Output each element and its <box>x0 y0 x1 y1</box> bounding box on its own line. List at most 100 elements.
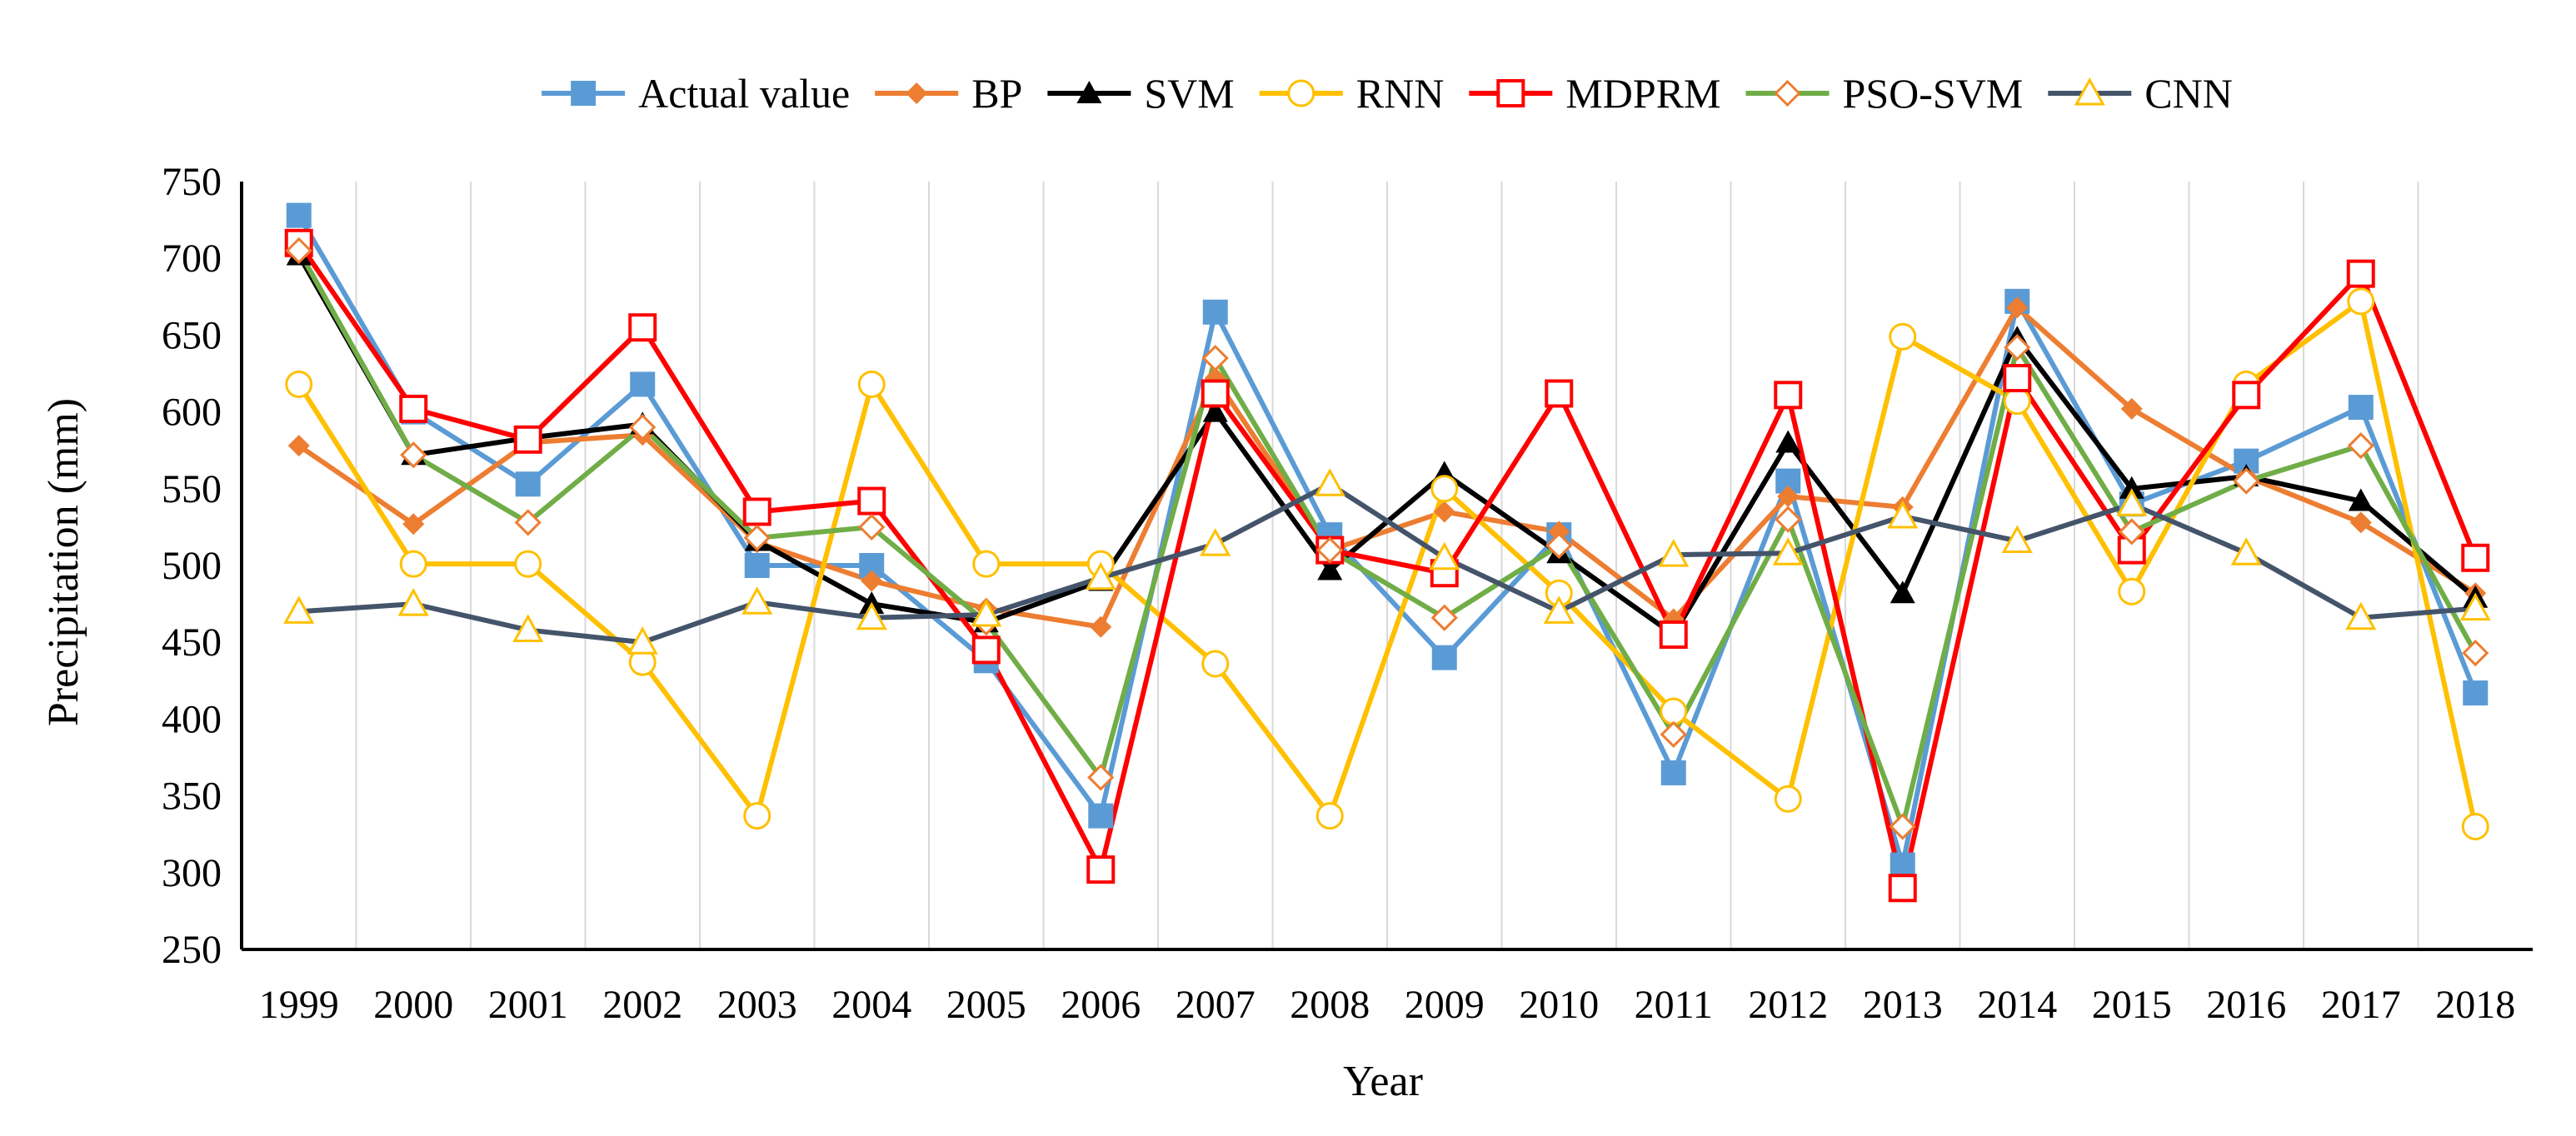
data-point-mdprm <box>399 394 428 423</box>
series-line-bp <box>297 305 2477 630</box>
legend-label-mdprm: MDPRM <box>1565 70 1720 117</box>
data-point-mdprm <box>2461 543 2490 572</box>
y-tick-labels: 250 300 350 400 450 500 550 600 650 700 750 <box>162 160 222 972</box>
y-tick-label: 450 <box>162 620 222 665</box>
y-tick-label: 350 <box>162 775 222 819</box>
data-point-rnn <box>399 550 427 578</box>
data-point-mdprm <box>1774 381 1803 410</box>
legend-marker-cnn <box>2074 77 2105 106</box>
data-point-bp <box>1548 521 1570 543</box>
data-point-actual-value <box>515 471 541 497</box>
data-point-pso-svm <box>2347 432 2374 460</box>
legend-label-rnn: RNN <box>1356 70 1445 117</box>
x-tick-label: 2007 <box>1176 983 1256 1027</box>
data-point-rnn <box>972 550 1001 578</box>
y-tick-label: 750 <box>162 160 222 204</box>
data-point-bp <box>2120 397 2143 420</box>
data-point-rnn <box>2003 387 2031 416</box>
x-tick-label: 2015 <box>2092 983 2172 1027</box>
data-point-mdprm <box>513 425 542 454</box>
data-point-pso-svm <box>2004 334 2031 361</box>
legend-label-cnn: CNN <box>2144 70 2233 117</box>
data-point-cnn <box>1887 500 1919 529</box>
data-point-rnn <box>1430 475 1459 503</box>
data-point-mdprm <box>1086 855 1116 884</box>
data-point-pso-svm <box>285 237 312 265</box>
series-line-pso-svm <box>297 249 2478 830</box>
data-point-cnn <box>1772 537 1804 566</box>
data-point-actual-value <box>1202 299 1228 325</box>
x-tick-label: 2002 <box>602 983 682 1027</box>
data-point-pso-svm <box>400 441 427 469</box>
data-point-cnn <box>741 586 773 615</box>
data-point-rnn <box>1201 650 1230 678</box>
x-tick-label: 1999 <box>259 983 339 1027</box>
legend-label-bp: BP <box>971 70 1022 117</box>
y-tick-label: 550 <box>162 467 222 511</box>
data-point-rnn <box>1774 785 1802 813</box>
data-point-pso-svm <box>2462 639 2489 667</box>
y-tick-label: 600 <box>162 391 222 435</box>
y-axis-title: Precipitation (mm) <box>40 398 87 726</box>
data-point-pso-svm <box>858 513 886 541</box>
data-point-pso-svm <box>1660 720 1687 748</box>
data-point-svm <box>1775 430 1801 453</box>
legend-marker-bp <box>906 82 928 104</box>
y-tick-label: 500 <box>162 544 222 588</box>
data-point-mdprm <box>1659 620 1688 649</box>
legend-marker-rnn <box>1287 79 1315 107</box>
data-point-svm <box>1202 399 1228 422</box>
data-point-bp <box>1090 615 1112 638</box>
data-point-rnn <box>743 802 771 830</box>
x-tick-label: 2009 <box>1405 983 1485 1027</box>
data-point-pso-svm <box>629 413 656 441</box>
data-point-actual-value <box>286 202 312 228</box>
data-point-cnn <box>1314 468 1345 496</box>
x-tick-labels: 1999 2000 2001 2002 2003 2004 2005 2006 2007 2008… <box>259 983 2516 1027</box>
data-point-mdprm <box>971 635 1001 665</box>
data-point-cnn <box>2230 537 2262 566</box>
x-tick-label: 2001 <box>488 983 568 1027</box>
data-point-cnn <box>397 587 429 616</box>
data-point-pso-svm <box>514 509 542 536</box>
data-point-rnn <box>2461 812 2489 840</box>
data-point-actual-value <box>630 371 656 397</box>
data-point-bp <box>402 513 425 536</box>
data-point-rnn <box>285 370 313 398</box>
data-point-rnn <box>1889 322 1917 351</box>
legend: Actual value BP SVM RNN MDPRM PSO-SVM CNN <box>542 70 2233 117</box>
legend-label-svm: SVM <box>1144 70 1234 117</box>
legend-marker-svm <box>1076 81 1102 103</box>
data-point-cnn <box>856 601 887 630</box>
series-line-mdprm <box>297 242 2479 891</box>
data-point-pso-svm <box>1545 531 1573 560</box>
y-tick-label: 700 <box>162 237 222 281</box>
data-point-cnn <box>512 614 544 642</box>
data-point-cnn <box>1658 538 1690 567</box>
data-point-actual-value <box>2463 680 2489 706</box>
data-point-svm <box>1890 580 1915 604</box>
data-point-bp <box>861 570 883 592</box>
data-point-cnn <box>2459 592 2491 621</box>
series-line-rnn <box>297 298 2479 828</box>
data-point-mdprm <box>742 497 771 526</box>
x-tick-label: 2012 <box>1748 983 1828 1027</box>
data-point-bp <box>2349 511 2372 534</box>
x-axis-title: Year <box>1343 1058 1423 1105</box>
x-tick-label: 2016 <box>2206 983 2286 1027</box>
legend-marker-mdprm <box>1496 79 1525 107</box>
data-point-svm <box>2348 488 2374 511</box>
data-point-cnn <box>2001 525 2033 553</box>
data-point-cnn <box>627 626 658 655</box>
data-point-mdprm <box>2346 259 2375 288</box>
x-tick-label: 2004 <box>831 983 911 1027</box>
data-point-rnn <box>2347 287 2375 316</box>
data-point-mdprm <box>1888 874 1917 903</box>
y-tick-label: 250 <box>162 928 222 972</box>
x-tick-label: 2014 <box>1977 983 2057 1027</box>
data-point-mdprm <box>1545 379 1574 408</box>
data-point-cnn <box>2116 488 2148 516</box>
x-tick-label: 2017 <box>2321 983 2401 1027</box>
data-point-mdprm <box>2232 381 2261 410</box>
